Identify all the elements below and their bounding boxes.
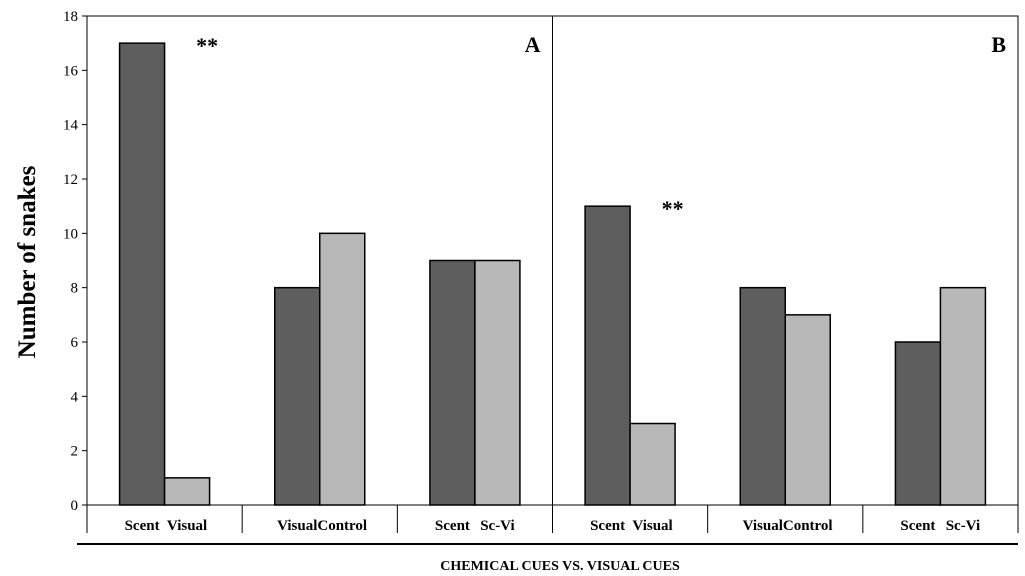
x-tick-label: Scent	[435, 518, 470, 534]
bar	[894, 341, 942, 506]
significance-marker: **	[196, 33, 218, 58]
x-tick-label: Control	[783, 518, 833, 534]
bars	[118, 42, 987, 506]
bar	[784, 314, 831, 506]
y-tick-label: 2	[71, 444, 79, 460]
y-tick-label: 8	[71, 281, 79, 297]
bar	[474, 259, 521, 506]
bar	[739, 286, 786, 506]
x-tick-label: Sc-Vi	[946, 518, 980, 534]
x-tick-label: Scent	[900, 518, 935, 534]
x-tick-label: Visual	[743, 518, 783, 534]
x-tick-label: Visual	[167, 518, 207, 534]
y-tick-label: 4	[71, 389, 79, 405]
x-tick-label: Visual	[277, 518, 317, 534]
y-tick-label: 12	[63, 172, 78, 188]
y-tick-label: 16	[63, 63, 79, 79]
bar	[274, 286, 321, 506]
bar	[429, 259, 476, 506]
x-tick-label: Scent	[125, 518, 160, 534]
axes: 0 2 4 6 8 10 12 14 16 18	[63, 9, 1019, 545]
y-tick-label: 18	[63, 9, 78, 25]
bar	[319, 232, 366, 506]
panel-label: A	[525, 32, 541, 57]
y-tick-label: 6	[71, 335, 79, 351]
y-tick-label: 14	[63, 118, 79, 134]
y-tick-label: 0	[71, 498, 79, 514]
x-axis-title: CHEMICAL CUES VS. VISUAL CUES	[440, 559, 680, 574]
x-tick-label: Visual	[632, 518, 672, 534]
bar	[584, 205, 631, 506]
x-tick-label: Control	[317, 518, 367, 534]
bar	[163, 477, 211, 506]
panel-label: B	[991, 32, 1006, 57]
x-tick-label: Sc-Vi	[480, 518, 514, 534]
y-axis-title: Number of snakes	[14, 165, 41, 358]
bar	[118, 42, 166, 506]
y-tick-label: 10	[63, 226, 78, 242]
x-tick-label: Scent	[590, 518, 625, 534]
bar	[939, 286, 987, 506]
bar	[629, 422, 676, 506]
significance-marker: **	[662, 196, 684, 221]
